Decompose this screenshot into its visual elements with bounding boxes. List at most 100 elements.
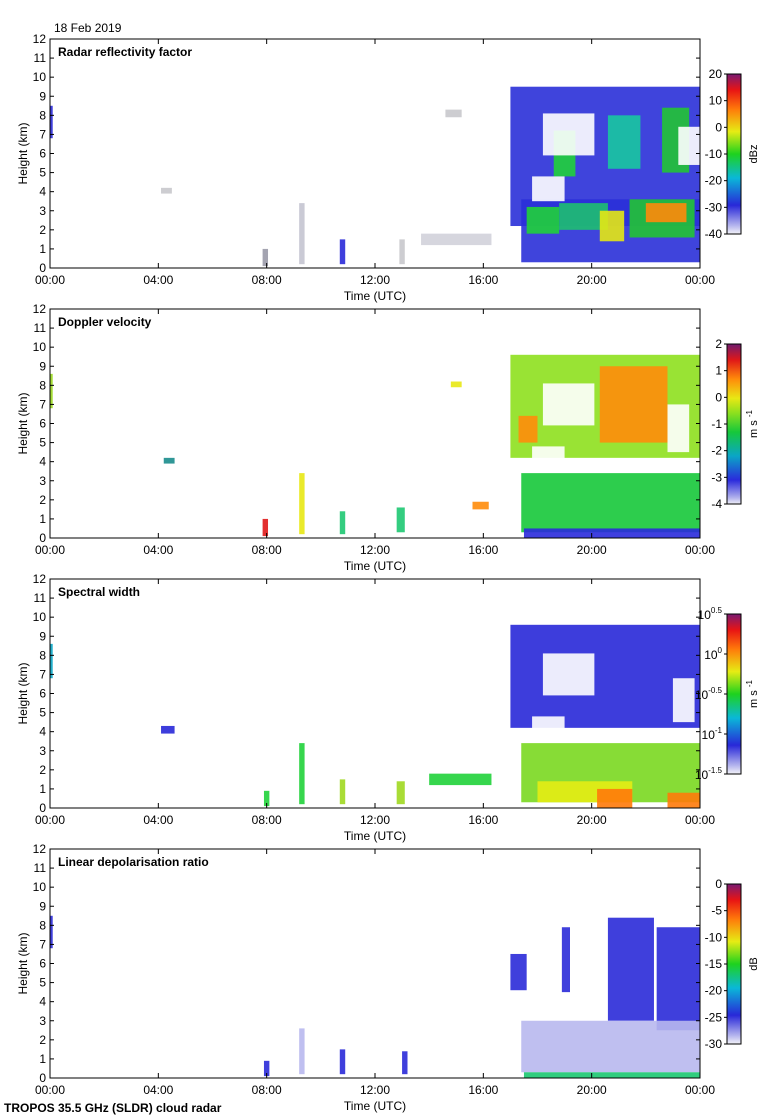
panel-title: Doppler velocity xyxy=(58,315,152,329)
y-tick-label: 0 xyxy=(39,531,46,545)
x-tick-label: 12:00 xyxy=(360,813,390,827)
x-tick-label: 04:00 xyxy=(143,543,173,557)
y-tick-label: 12 xyxy=(33,302,47,316)
echo-region xyxy=(396,507,405,533)
y-tick-label: 0 xyxy=(39,801,46,815)
y-axis-label: Height (km) xyxy=(16,932,30,994)
y-tick-label: 5 xyxy=(39,706,46,720)
echo-region xyxy=(532,446,565,472)
x-tick-label: 20:00 xyxy=(577,1083,607,1097)
echo-region xyxy=(532,716,565,742)
echo-region xyxy=(262,248,269,267)
y-tick-label: 1 xyxy=(39,782,46,796)
echo-region xyxy=(299,203,305,265)
tick-base: 10 xyxy=(695,688,709,702)
y-tick-label: 0 xyxy=(39,1071,46,1085)
y-tick-label: 3 xyxy=(39,474,46,488)
y-tick-label: 12 xyxy=(33,842,47,856)
colorbar-scale xyxy=(726,343,742,505)
unit-exponent: -1 xyxy=(745,410,754,418)
echo-region xyxy=(597,788,633,808)
echo-region xyxy=(50,105,53,139)
colorbar-scale xyxy=(726,613,742,775)
colorbar-scale xyxy=(726,883,742,1045)
tick-base: 10 xyxy=(698,608,712,622)
x-tick-label: 16:00 xyxy=(468,1083,498,1097)
tick-base: 10 xyxy=(704,648,718,662)
echo-region xyxy=(50,643,53,679)
echo-region xyxy=(161,187,172,194)
y-axis-label: Height (km) xyxy=(16,662,30,724)
y-axis-label: Height (km) xyxy=(16,122,30,184)
echo-region xyxy=(667,792,700,808)
colorbar-tick-label: -2 xyxy=(711,444,722,458)
colorbar: 20 10 0 -10 -20 -30 -40 dBz xyxy=(705,67,760,241)
echo-region xyxy=(526,206,560,234)
echo-region xyxy=(561,927,570,993)
echo-region xyxy=(510,953,527,991)
y-tick-label: 6 xyxy=(39,687,46,701)
colorbar-tick-label: -10 xyxy=(705,147,723,161)
colorbar-tick-label: 100 xyxy=(704,646,722,662)
echo-region xyxy=(50,373,53,409)
x-tick-label: 04:00 xyxy=(143,1083,173,1097)
colorbar-tick-label: 0 xyxy=(715,120,722,134)
echo-field xyxy=(50,354,700,538)
echo-region xyxy=(599,366,668,443)
y-tick-label: 8 xyxy=(39,108,46,122)
colorbar-tick-label: -1 xyxy=(711,417,722,431)
tick-exponent: 0 xyxy=(718,646,723,655)
colorbar-tick-label: 10-1.5 xyxy=(695,766,723,782)
colorbar-tick-label: -20 xyxy=(705,984,723,998)
panel-title: Spectral width xyxy=(58,585,140,599)
echo-region xyxy=(667,404,690,453)
x-tick-label: 16:00 xyxy=(468,543,498,557)
echo-region xyxy=(656,927,700,1031)
echo-region xyxy=(299,1028,305,1075)
echo-region xyxy=(678,126,700,165)
x-tick-label: 20:00 xyxy=(577,543,607,557)
y-tick-label: 6 xyxy=(39,147,46,161)
y-tick-label: 7 xyxy=(39,937,46,951)
echo-region xyxy=(542,383,595,426)
x-tick-label: 12:00 xyxy=(360,543,390,557)
y-tick-label: 2 xyxy=(39,763,46,777)
y-tick-label: 1 xyxy=(39,512,46,526)
y-tick-label: 9 xyxy=(39,89,46,103)
echo-region xyxy=(510,624,700,728)
tick-exponent: -1 xyxy=(715,726,723,735)
x-tick-label: 16:00 xyxy=(468,813,498,827)
colorbar-tick-label: -20 xyxy=(705,174,723,188)
tick-exponent: -0.5 xyxy=(708,686,722,695)
echo-region xyxy=(161,725,175,734)
x-axis-label: Time (UTC) xyxy=(344,559,406,573)
tick-exponent: 0.5 xyxy=(711,606,723,615)
echo-region xyxy=(339,1049,346,1075)
echo-region xyxy=(521,1020,700,1073)
y-tick-label: 7 xyxy=(39,127,46,141)
colorbar-tick-label: 20 xyxy=(709,67,723,81)
date-label: 18 Feb 2019 xyxy=(54,21,122,35)
y-tick-label: 6 xyxy=(39,417,46,431)
x-tick-label: 04:00 xyxy=(143,813,173,827)
x-tick-label: 12:00 xyxy=(360,1083,390,1097)
unit-base: m s xyxy=(748,687,760,708)
echo-region xyxy=(299,473,305,535)
echo-region xyxy=(523,1072,700,1078)
y-tick-label: 9 xyxy=(39,629,46,643)
echo-region xyxy=(542,653,595,696)
echo-region xyxy=(263,1060,270,1077)
y-tick-label: 4 xyxy=(39,995,46,1009)
x-tick-label: 16:00 xyxy=(468,273,498,287)
y-tick-label: 10 xyxy=(33,610,47,624)
x-tick-label: 00:00 xyxy=(35,543,65,557)
echo-region xyxy=(521,473,700,533)
y-tick-label: 5 xyxy=(39,436,46,450)
y-tick-label: 9 xyxy=(39,359,46,373)
echo-region xyxy=(429,773,492,786)
panel-4: Linear depolarisation ratio0123456789101… xyxy=(16,842,760,1113)
echo-field xyxy=(50,624,700,808)
